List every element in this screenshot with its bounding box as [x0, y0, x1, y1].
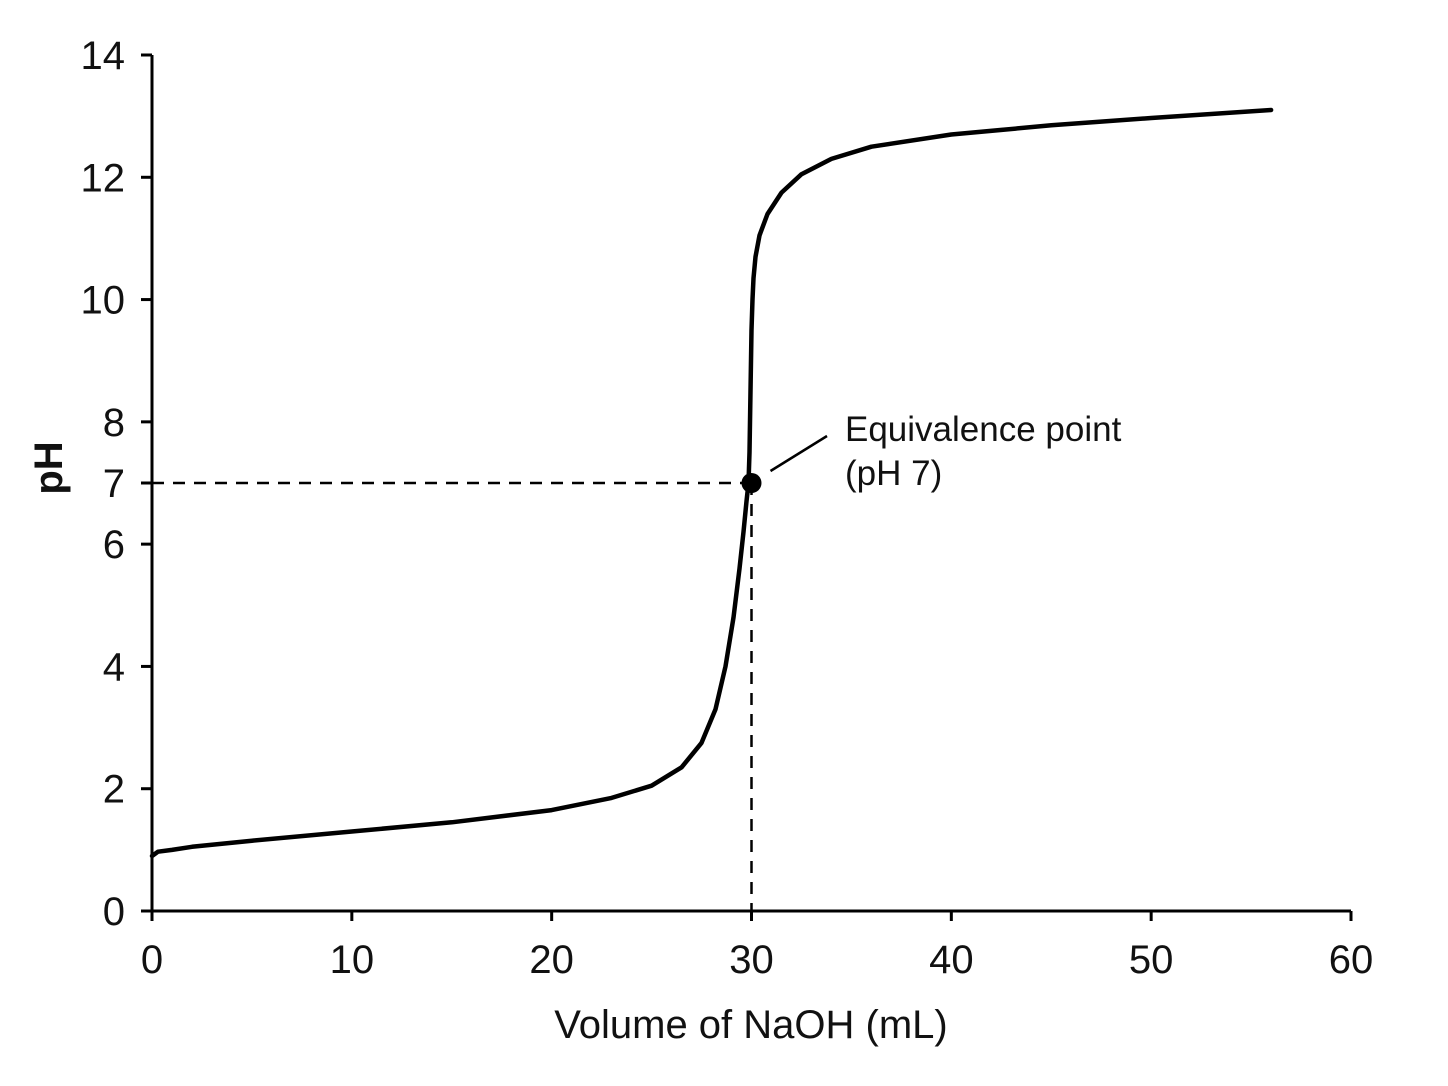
x-tick-label: 20: [529, 938, 574, 982]
y-tick-label: 8: [103, 401, 125, 445]
annotation-leader-line: [769, 434, 828, 473]
x-tick-label: 10: [330, 938, 375, 982]
x-axis-title: Volume of NaOH (mL): [554, 1003, 947, 1047]
x-tick-label: 30: [729, 938, 774, 982]
series-group: [149, 107, 1274, 859]
y-tick-label: 0: [103, 890, 125, 934]
x-axis-ticks: 0 10 20 30 40 50 60: [141, 911, 1373, 982]
x-tick-label: 50: [1129, 938, 1174, 982]
y-tick-label: 14: [81, 34, 126, 78]
annotation-line-2: (pH 7): [845, 454, 942, 493]
y-axis-ticks: 0 2 4 6 7 8 10 12 14: [81, 34, 152, 934]
y-tick-label: 10: [81, 279, 126, 323]
y-tick-label: 6: [103, 523, 125, 567]
annotation-line-1: Equivalence point: [845, 410, 1122, 449]
annotation-group: [741, 434, 828, 493]
y-tick-label: 12: [81, 156, 126, 200]
y-axis-title: pH: [27, 441, 71, 494]
x-tick-label: 40: [929, 938, 974, 982]
x-tick-label: 0: [141, 938, 163, 982]
y-tick-label: 2: [103, 768, 125, 812]
equivalence-guides: [152, 481, 753, 911]
y-tick-label: 7: [103, 462, 125, 506]
y-tick-label: 4: [103, 645, 125, 689]
equivalence-point-marker: [741, 473, 762, 493]
titration-curve: [149, 107, 1274, 859]
x-tick-label: 60: [1329, 938, 1374, 982]
